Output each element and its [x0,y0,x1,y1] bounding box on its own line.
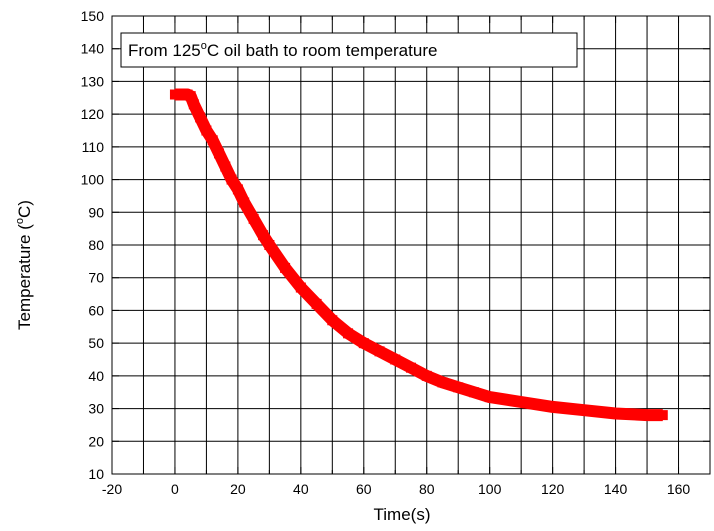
data-point [343,328,354,339]
data-point [406,362,416,373]
annotation-box: From 125oC oil bath to room temperature [120,32,578,68]
x-tick-label: -20 [102,481,122,497]
y-tick-label: 110 [82,139,105,155]
data-point [390,354,401,365]
data-point [579,405,590,416]
plot-frame [111,15,711,475]
data-point [201,125,212,136]
annotation-text: From 125oC oil bath to room temperature [128,40,437,60]
data-point [358,338,369,349]
data-point [453,382,464,393]
x-tick-label: 40 [293,481,309,497]
x-tick-label: 60 [356,481,372,497]
data-point [516,397,527,408]
data-point [185,91,196,102]
y-tick-label: 40 [88,368,104,384]
y-tick-label: 150 [81,8,105,24]
x-axis-label: Time(s) [374,505,431,524]
data-point [258,230,269,241]
data-point [295,282,306,293]
x-tick-label: 20 [230,481,246,497]
y-tick-label: 80 [88,237,104,253]
data-point [437,377,448,388]
data-point [374,346,385,357]
data-point [421,370,432,381]
data-point [226,174,237,185]
data-point [327,315,338,326]
y-tick-label: 90 [88,204,104,220]
x-tick-label: 100 [478,481,502,497]
data-point [207,135,218,146]
data-point [248,213,259,224]
y-axis-label: Temperature (oC) [14,200,34,330]
data-point [214,148,225,159]
y-axis-label-main: Temperature ( [15,224,34,330]
y-axis-label-sup: o [14,218,26,224]
data-point [232,184,243,195]
x-tick-label: 0 [171,481,179,497]
data-point [468,387,479,398]
y-tick-label: 100 [81,172,105,188]
data-point [239,197,250,208]
ticks [111,15,711,475]
series-line [174,88,663,422]
annotation-sup: o [201,40,207,52]
data-point [169,89,180,100]
y-axis-label-tail: C) [15,200,34,218]
x-tick-label: 140 [604,481,628,497]
data-point [311,298,322,309]
y-tick-label: 30 [88,401,104,417]
x-tick-label: 120 [541,481,565,497]
data-point [610,408,621,419]
annotation-suffix: C oil bath to room temperature [207,41,438,60]
y-tick-label: 10 [88,466,104,482]
y-tick-label: 60 [88,302,104,318]
y-tick-label: 140 [81,41,105,57]
annotation-frame [120,32,578,68]
x-tick-label: 80 [419,481,435,497]
data-point [264,240,275,250]
x-tick-label: 160 [667,481,691,497]
data-point [195,112,206,123]
y-tick-label: 120 [81,106,105,122]
grid [112,16,710,474]
data-point [484,392,495,403]
data-point [280,262,291,273]
y-tick-label: 130 [81,73,105,89]
y-tick-label: 50 [88,335,104,351]
annotation-prefix: From 125 [128,41,201,60]
data-point [657,410,668,421]
y-tick-label: 70 [88,270,104,286]
data-point [547,401,558,412]
tick-labels: -20 0 20 40 60 80 100 120 140 160 10 20 30 40 50 60 70 80… [81,8,691,497]
y-tick-label: 20 [88,433,104,449]
data-point [220,161,231,172]
data-point [188,99,199,110]
data-point [176,89,187,100]
series-layer [169,88,668,422]
data-point [642,410,653,421]
